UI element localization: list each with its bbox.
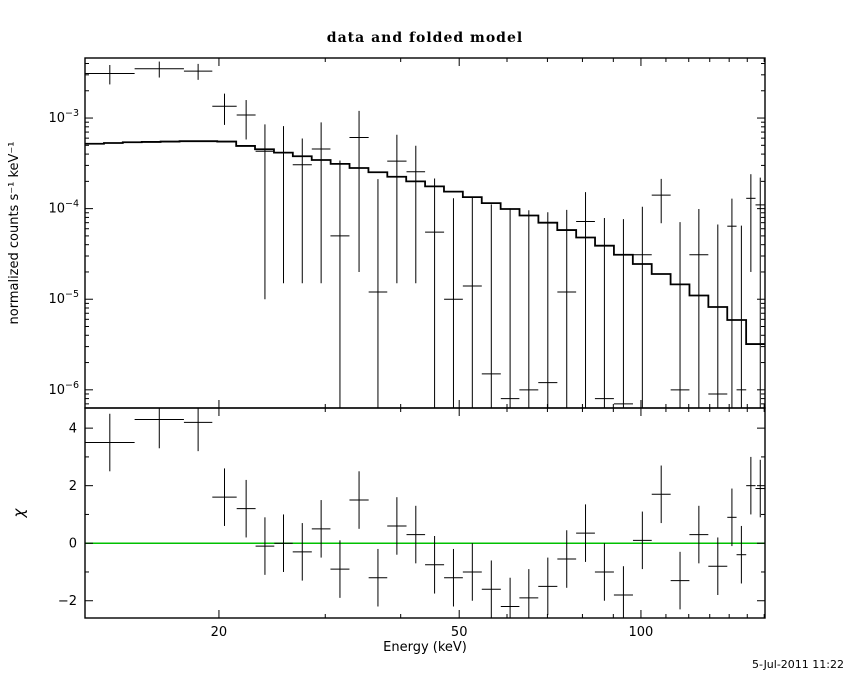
x-tick-label: 100 <box>629 625 654 640</box>
x-tick-label: 50 <box>451 625 468 640</box>
y-axis-label-bottom: χ <box>10 507 28 518</box>
x-tick-label: 20 <box>211 625 228 640</box>
top-panel-frame <box>84 57 766 409</box>
model-step-line <box>85 140 765 345</box>
chi-tick-label: 2 <box>69 479 77 494</box>
y-tick-label: 10−6 <box>48 380 79 398</box>
plot-generated-content: 20 50 100 10−3 10−4 10−5 10−6 −2 0 2 4 <box>48 57 766 640</box>
y-axis-label-top: normalized counts s⁻¹ keV⁻¹ <box>7 142 22 325</box>
chi-tick-label: −2 <box>58 594 77 609</box>
x-axis-label: Energy (keV) <box>383 640 467 655</box>
timestamp: 5-Jul-2011 11:22 <box>752 658 844 671</box>
chi-tick-label: 0 <box>69 537 77 552</box>
plot-title: data and folded model <box>327 30 523 46</box>
y-tick-label: 10−5 <box>48 289 79 307</box>
chi-tick-label: 4 <box>69 422 77 437</box>
bottom-panel-frame <box>84 407 766 619</box>
y-tick-label: 10−3 <box>48 108 79 126</box>
y-tick-label: 10−4 <box>48 199 79 217</box>
